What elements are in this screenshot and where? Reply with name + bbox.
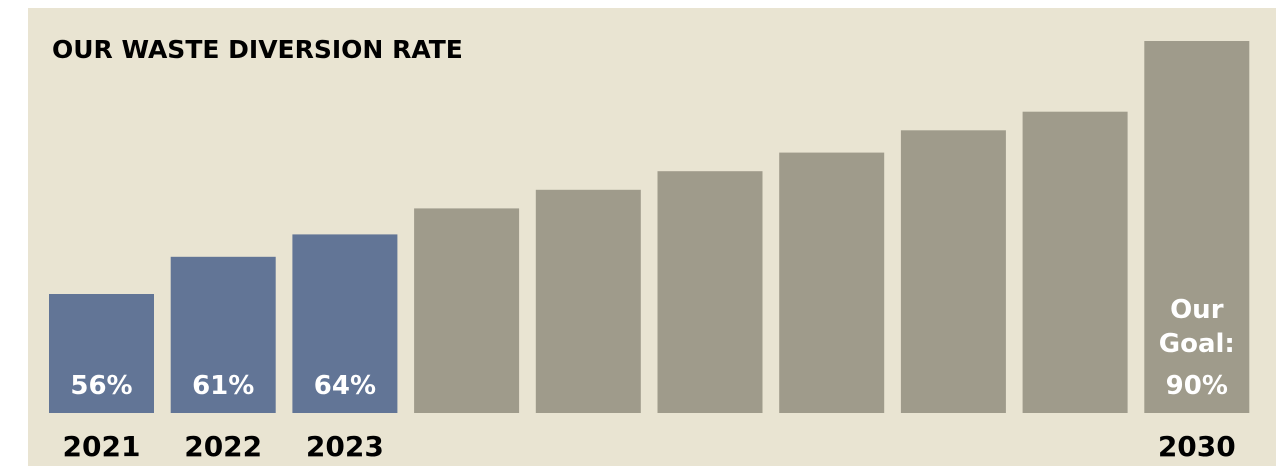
bar-projected-6 [657, 171, 763, 413]
chart-title: OUR WASTE DIVERSION RATE [52, 35, 463, 64]
bar-2030 [1144, 41, 1250, 413]
bar-value-label: 61% [192, 371, 254, 401]
bar-projected-4 [414, 208, 520, 413]
bars-group [49, 41, 1250, 414]
goal-label-line: Our [1170, 295, 1224, 325]
bar-value-label: 64% [314, 371, 376, 401]
x-tick-label: 2030 [1158, 430, 1236, 463]
x-tick-label: 2023 [306, 430, 384, 463]
bar-value-label: 90% [1166, 371, 1228, 401]
bar-2022 [170, 256, 276, 413]
chart-container: OUR WASTE DIVERSION RATE 56% 2021 61% 2022 6… [28, 8, 1276, 466]
bar-value-label: 56% [70, 371, 132, 401]
goal-label-line: Goal: [1159, 329, 1235, 359]
bar-projected-9 [1022, 111, 1128, 413]
x-tick-label: 2021 [63, 430, 141, 463]
bar-2023 [292, 234, 398, 413]
x-tick-label: 2022 [184, 430, 262, 463]
bar-projected-7 [779, 152, 885, 413]
bar-2021 [49, 294, 154, 413]
bar-projected-8 [900, 130, 1006, 414]
bar-projected-5 [535, 189, 641, 413]
bar-chart: OUR WASTE DIVERSION RATE 56% 2021 61% 2022 6… [28, 8, 1276, 466]
labels-group: 56% 2021 61% 2022 64% 2023 90% 2030 Our Goal: [63, 295, 1236, 463]
